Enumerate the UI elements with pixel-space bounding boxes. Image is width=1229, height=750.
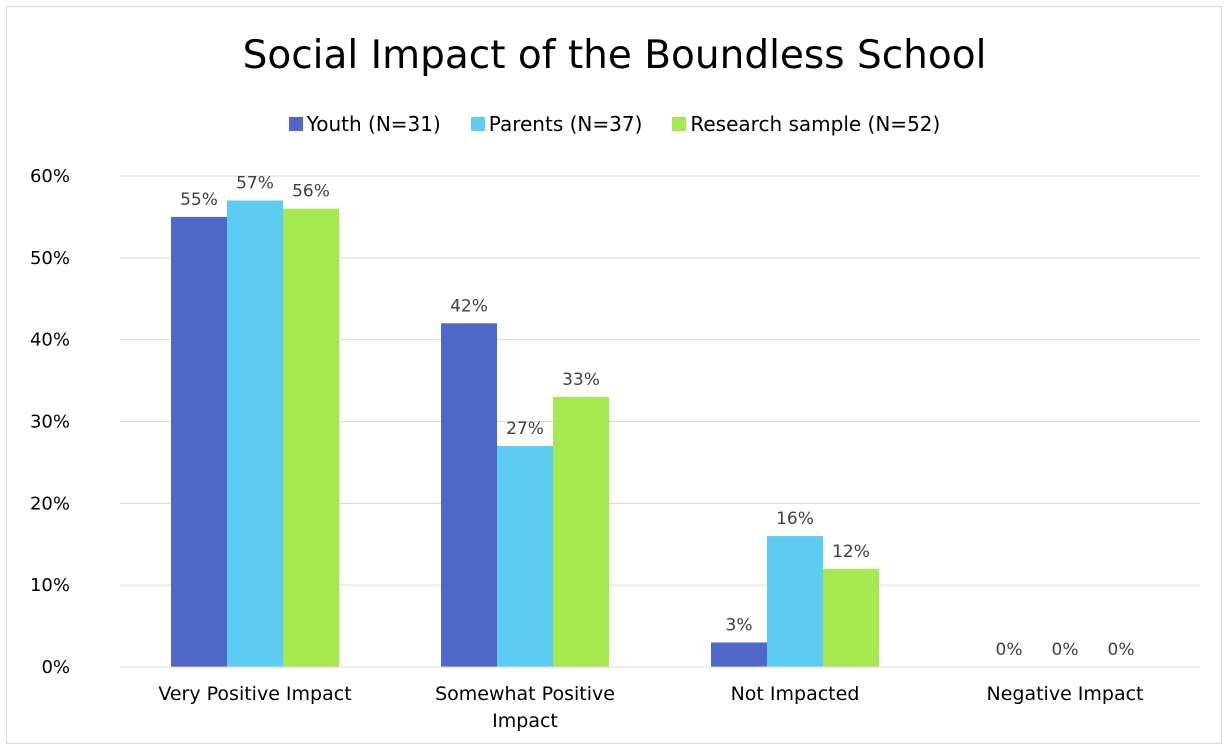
legend-swatch-parents [470,117,485,131]
data-label: 0% [996,640,1023,660]
data-label: 0% [1108,640,1135,660]
bar [823,568,879,667]
y-tick-label: 10% [30,575,70,596]
bar [497,446,553,667]
legend-swatch-youth [288,117,303,131]
chart-legend: Youth (N=31) Parents (N=37) Research sam… [0,112,1229,136]
legend-label-parents: Parents (N=37) [488,112,643,136]
data-label: 12% [832,542,870,562]
bar [283,208,339,667]
data-label: 42% [450,296,488,316]
data-label: 57% [236,174,274,194]
legend-label-youth: Youth (N=31) [306,112,441,136]
y-tick-label: 50% [30,248,70,269]
bar [767,536,823,667]
data-label: 55% [180,190,218,210]
y-tick-label: 40% [30,330,70,351]
data-label: 0% [1052,640,1079,660]
x-tick-label: Not Impacted [731,683,860,705]
x-tick-label: Impact [492,710,558,732]
x-tick-label: Very Positive Impact [158,683,351,705]
chart-title: Social Impact of the Boundless School [242,33,987,78]
data-label: 56% [292,182,330,202]
bar [711,642,767,667]
legend-swatch-research [672,117,687,131]
x-tick-label: Somewhat Positive [435,683,615,705]
data-label: 33% [562,370,600,390]
y-tick-label: 30% [30,412,70,433]
data-label: 3% [726,615,753,635]
x-tick-label: Negative Impact [986,683,1143,705]
bar [553,396,609,667]
y-tick-label: 0% [41,657,70,678]
data-label: 16% [776,509,814,529]
legend-label-research: Research sample (N=52) [690,112,941,136]
legend-item-research: Research sample (N=52) [672,112,940,136]
legend-item-youth: Youth (N=31) [288,112,441,136]
y-tick-label: 60% [30,166,70,187]
legend-item-parents: Parents (N=37) [470,112,643,136]
bar [171,216,227,667]
bar [227,200,283,668]
y-tick-label: 20% [30,493,70,514]
data-label: 27% [506,419,544,439]
bar [441,323,497,667]
